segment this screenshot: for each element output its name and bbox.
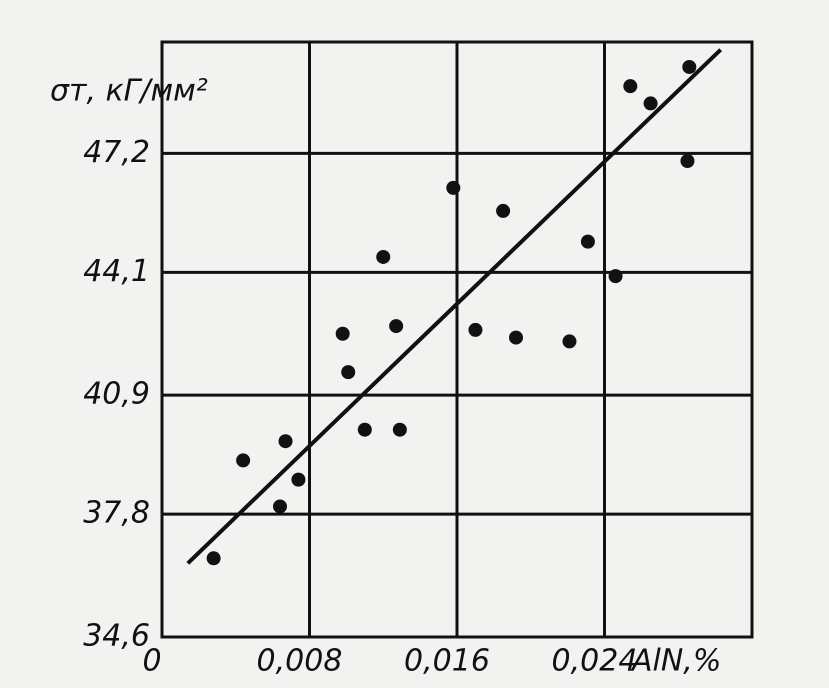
data-point bbox=[392, 422, 407, 437]
y-tick-label: 34,6 bbox=[83, 619, 150, 654]
data-point bbox=[341, 365, 356, 380]
data-point bbox=[623, 79, 638, 94]
data-point bbox=[335, 326, 350, 341]
x-tick-label: 0,008 bbox=[257, 644, 343, 679]
data-point bbox=[680, 154, 695, 168]
x-tick-label: 0,024 bbox=[552, 644, 638, 679]
data-point bbox=[496, 203, 511, 218]
data-point bbox=[389, 319, 404, 334]
data-point bbox=[562, 334, 577, 349]
data-point bbox=[206, 551, 221, 566]
y-tick-label: 37,8 bbox=[83, 496, 150, 531]
data-point bbox=[608, 269, 623, 284]
data-point bbox=[682, 59, 697, 74]
data-point bbox=[468, 322, 483, 337]
data-point bbox=[357, 422, 372, 437]
x-axis-label: AlN,% bbox=[630, 644, 721, 679]
data-point bbox=[580, 234, 595, 249]
data-point bbox=[291, 472, 306, 487]
data-point bbox=[446, 180, 461, 195]
data-point bbox=[236, 453, 251, 468]
data-point bbox=[278, 434, 293, 449]
y-tick-label: 40,9 bbox=[83, 377, 150, 412]
x-tick-label: 0 bbox=[142, 644, 161, 679]
fit-line bbox=[186, 48, 723, 565]
data-point bbox=[273, 499, 287, 514]
y-axis-label: σт, кГ/мм² bbox=[50, 74, 208, 109]
data-point bbox=[509, 330, 523, 345]
x-tick-label: 0,016 bbox=[404, 644, 490, 679]
y-tick-label: 44,1 bbox=[83, 254, 150, 289]
data-point bbox=[643, 96, 658, 111]
y-tick-label: 47,2 bbox=[83, 135, 150, 170]
data-point bbox=[376, 249, 391, 264]
